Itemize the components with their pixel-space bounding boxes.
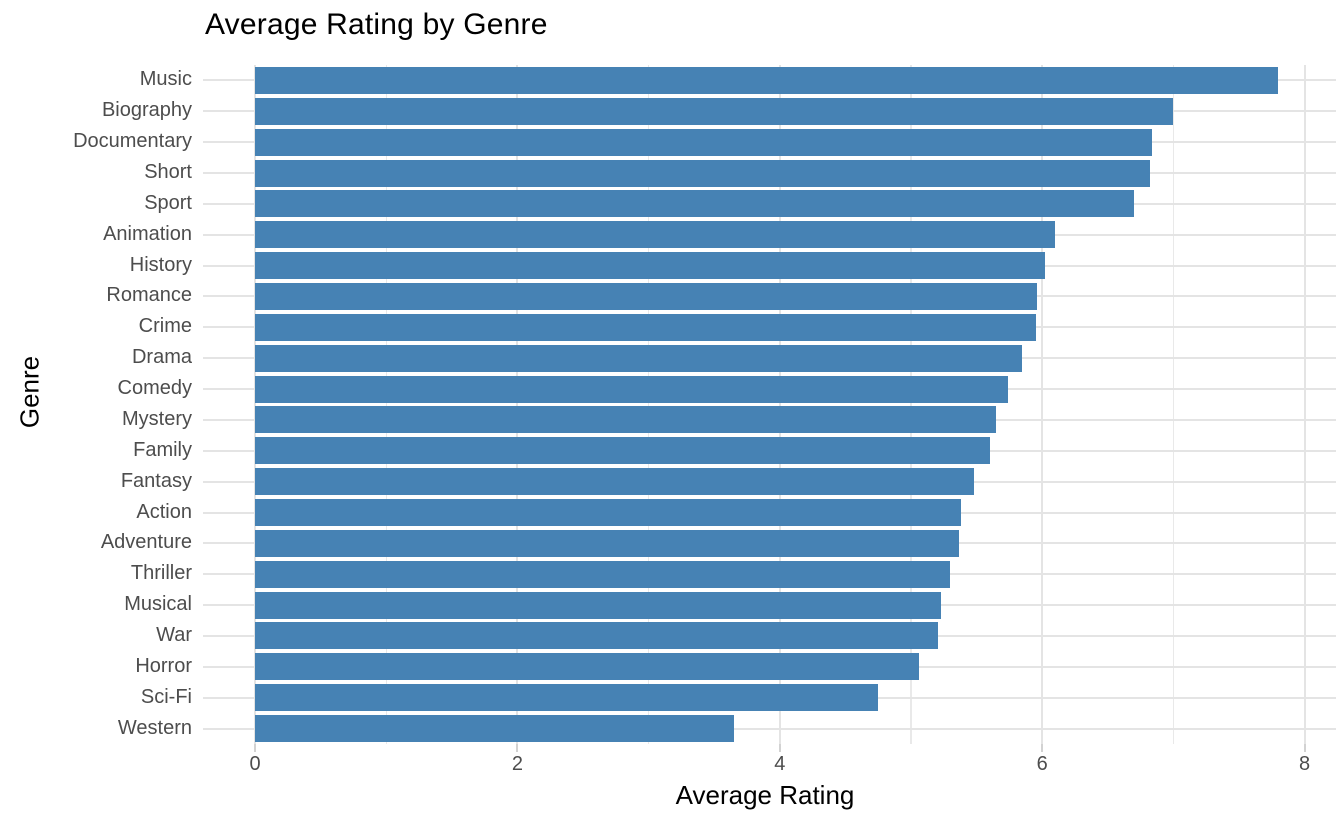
plot-area <box>254 65 1336 744</box>
bar-action <box>255 499 961 527</box>
gridline-major-x-6 <box>1041 65 1044 744</box>
bar-comedy <box>255 375 1009 403</box>
bar-music <box>255 66 1279 94</box>
gridline-major-x-4 <box>778 65 781 744</box>
y-tick-label-sci-fi: Sci-Fi <box>140 685 192 708</box>
bar-animation <box>255 221 1056 249</box>
y-tick-label-horror: Horror <box>135 654 192 677</box>
bar-musical <box>255 591 942 619</box>
gridline-major-x-0 <box>254 65 256 744</box>
gridline-major-x-8 <box>1303 65 1306 744</box>
x-tick-label-6: 6 <box>1036 753 1048 775</box>
y-tick-romance <box>203 295 254 298</box>
y-tick-label-adventure: Adventure <box>100 531 192 554</box>
bar-thriller <box>255 560 951 588</box>
y-tick-label-crime: Crime <box>138 315 192 338</box>
y-tick-western <box>203 727 254 730</box>
bar-drama <box>255 344 1023 372</box>
bar-war <box>255 622 939 650</box>
y-tick-label-history: History <box>129 253 192 276</box>
y-tick-history <box>203 264 254 267</box>
y-tick-short <box>203 172 254 175</box>
y-tick-thriller <box>203 573 254 576</box>
x-tick-2 <box>516 744 519 752</box>
y-tick-label-animation: Animation <box>103 222 192 245</box>
x-tick-8 <box>1303 744 1306 752</box>
y-tick-label-western: Western <box>117 716 192 739</box>
gridline-minor-x-5 <box>910 65 912 744</box>
bar-romance <box>255 282 1037 310</box>
y-tick-label-drama: Drama <box>131 346 192 369</box>
y-tick-label-mystery: Mystery <box>122 407 192 430</box>
x-tick-0 <box>254 744 256 752</box>
y-tick-crime <box>203 326 254 329</box>
bar-history <box>255 252 1045 280</box>
bar-short <box>255 159 1150 187</box>
y-tick-music <box>203 79 254 82</box>
y-tick-mystery <box>203 418 254 421</box>
bar-sci-fi <box>255 684 879 712</box>
y-tick-label-sport: Sport <box>144 191 192 214</box>
gridline-minor-x-7 <box>1172 65 1174 744</box>
y-tick-adventure <box>203 542 254 545</box>
y-axis-labels: Music Biography Documentary Short Sport Anima… <box>0 65 192 744</box>
bar-fantasy <box>255 468 974 496</box>
y-tick-label-war: War <box>156 623 192 646</box>
bar-horror <box>255 653 919 681</box>
y-tick-label-thriller: Thriller <box>130 562 192 585</box>
x-tick-label-4: 4 <box>774 753 786 775</box>
y-tick-action <box>203 511 254 514</box>
y-tick-family <box>203 449 254 452</box>
bar-crime <box>255 313 1036 341</box>
y-tick-biography <box>203 110 254 113</box>
y-tick-fantasy <box>203 480 254 483</box>
y-tick-musical <box>203 604 254 607</box>
y-tick-horror <box>203 665 254 668</box>
y-tick-label-short: Short <box>144 161 192 184</box>
y-tick-label-romance: Romance <box>106 284 192 307</box>
y-tick-label-comedy: Comedy <box>117 377 192 400</box>
y-tick-label-action: Action <box>136 500 192 523</box>
x-tick-label-0: 0 <box>249 753 261 775</box>
y-tick-label-biography: Biography <box>101 99 192 122</box>
bar-sport <box>255 190 1134 218</box>
gridline-major-x-2 <box>516 65 519 744</box>
y-tick-drama <box>203 357 254 360</box>
x-tick-label-8: 8 <box>1298 753 1311 775</box>
y-tick-documentary <box>203 141 254 144</box>
bar-biography <box>255 97 1174 125</box>
bar-mystery <box>255 406 997 434</box>
x-tick-6 <box>1041 744 1044 752</box>
y-tick-label-fantasy: Fantasy <box>120 469 192 492</box>
y-tick-label-documentary: Documentary <box>73 130 192 153</box>
bar-documentary <box>255 128 1153 156</box>
chart-title: Average Rating by Genre <box>205 8 548 41</box>
y-tick-comedy <box>203 388 254 391</box>
x-tick-label-2: 2 <box>511 753 523 775</box>
y-tick-label-musical: Musical <box>124 593 192 616</box>
x-tick-4 <box>778 744 781 752</box>
y-tick-animation <box>203 233 254 236</box>
gridline-minor-x-1 <box>385 65 387 744</box>
bar-adventure <box>255 529 960 557</box>
y-tick-war <box>203 634 254 637</box>
x-axis-title: Average Rating <box>675 780 855 810</box>
y-tick-sport <box>203 202 254 205</box>
y-tick-sci-fi <box>203 696 254 699</box>
y-tick-label-family: Family <box>133 438 192 461</box>
y-tick-label-music: Music <box>139 68 192 91</box>
bar-family <box>255 437 990 465</box>
gridline-y-western <box>255 727 1336 730</box>
bar-western <box>255 715 734 743</box>
gridline-minor-x-3 <box>647 65 650 744</box>
